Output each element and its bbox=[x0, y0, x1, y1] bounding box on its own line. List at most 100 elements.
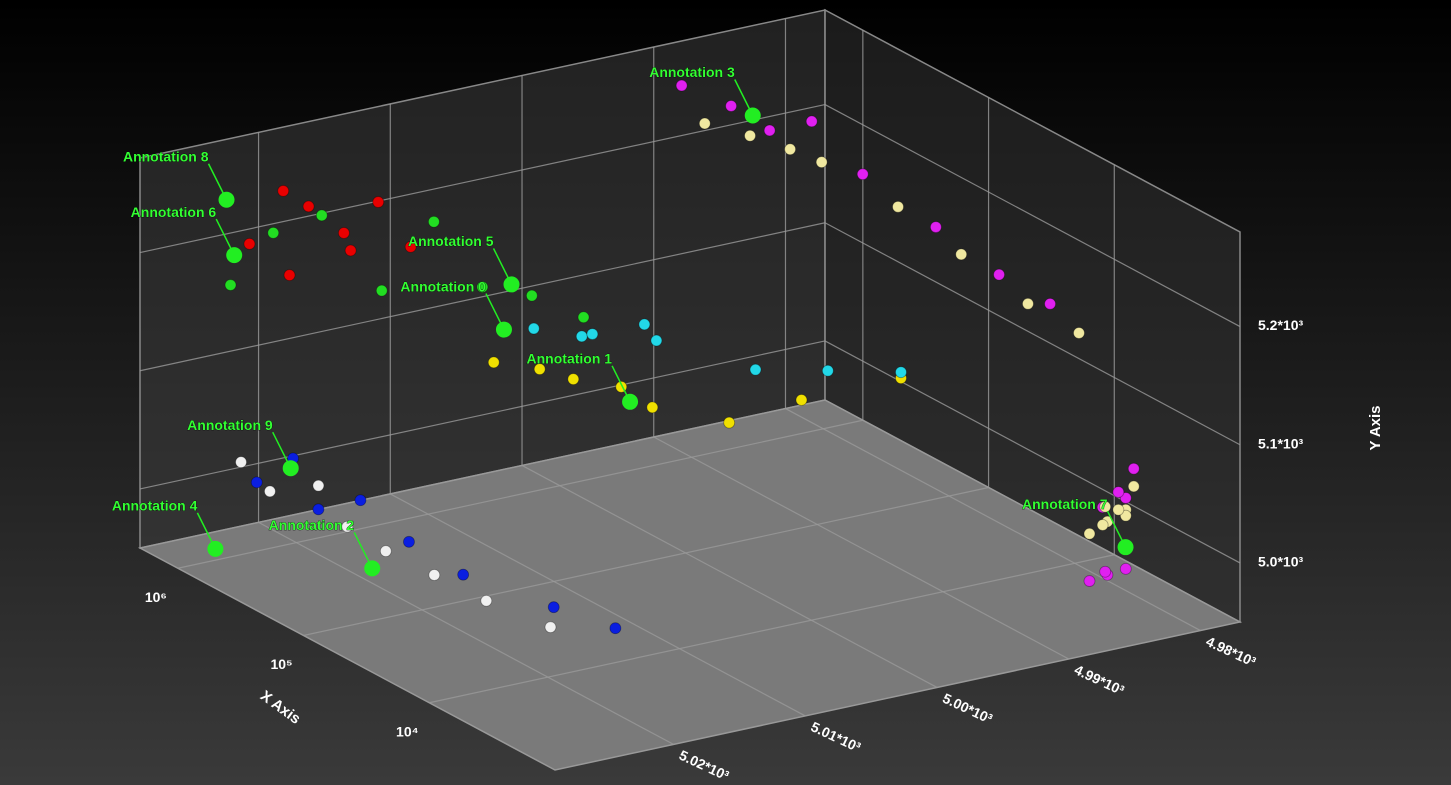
point bbox=[575, 330, 588, 343]
point bbox=[1099, 565, 1112, 578]
annotation-label: Annotation 7 bbox=[1022, 496, 1108, 512]
point bbox=[1112, 503, 1125, 516]
point bbox=[929, 221, 942, 233]
annotation-label: Annotation 3 bbox=[649, 64, 735, 80]
point bbox=[1083, 575, 1096, 587]
annotation-marker bbox=[207, 540, 224, 557]
point bbox=[235, 456, 247, 469]
point bbox=[457, 568, 470, 581]
point bbox=[267, 226, 280, 239]
point bbox=[264, 485, 276, 498]
point bbox=[586, 328, 599, 340]
point bbox=[344, 244, 357, 257]
grid-line bbox=[653, 436, 1070, 660]
point bbox=[698, 117, 711, 130]
point bbox=[1127, 462, 1140, 475]
point bbox=[1096, 519, 1109, 531]
point bbox=[404, 240, 417, 253]
annotation-label: Annotation 6 bbox=[131, 204, 217, 220]
annotation-marker bbox=[364, 560, 381, 577]
annotation-marker bbox=[1117, 539, 1134, 556]
point bbox=[250, 476, 263, 489]
grid-line bbox=[390, 493, 806, 717]
y-tick-label: 5.0*10³ bbox=[1258, 554, 1303, 570]
point bbox=[609, 622, 622, 635]
point bbox=[1119, 509, 1132, 522]
point bbox=[527, 322, 540, 335]
annotation-label: Annotation 2 bbox=[269, 517, 355, 533]
grid-line bbox=[429, 554, 1115, 704]
point bbox=[544, 621, 557, 634]
grid-line bbox=[258, 521, 674, 745]
point bbox=[243, 238, 256, 250]
annotation-marker bbox=[622, 393, 639, 410]
point bbox=[1073, 327, 1085, 339]
annotation-label: Annotation 5 bbox=[408, 233, 494, 249]
point bbox=[725, 100, 738, 112]
annotation-marker bbox=[218, 191, 235, 208]
grid-line bbox=[177, 419, 863, 569]
point bbox=[675, 79, 688, 92]
point bbox=[763, 124, 776, 137]
point bbox=[354, 494, 367, 507]
point bbox=[283, 269, 296, 282]
point bbox=[650, 334, 663, 347]
annotation-label: Annotation 0 bbox=[400, 278, 486, 294]
x-tick-label: 10⁴ bbox=[396, 723, 419, 739]
point bbox=[856, 168, 869, 181]
point bbox=[403, 535, 415, 548]
point bbox=[1022, 297, 1034, 310]
grid-line bbox=[824, 104, 1241, 328]
grid-line bbox=[824, 222, 1241, 446]
point bbox=[375, 284, 388, 297]
point bbox=[341, 520, 354, 533]
point bbox=[476, 281, 489, 293]
point bbox=[892, 200, 904, 213]
point bbox=[480, 594, 493, 607]
point bbox=[312, 503, 325, 516]
y-tick-label: 5.1*10³ bbox=[1258, 435, 1303, 451]
annotation-marker bbox=[226, 247, 243, 264]
point bbox=[638, 318, 651, 331]
point bbox=[815, 156, 828, 169]
point bbox=[312, 479, 325, 492]
grid-line bbox=[824, 340, 1241, 564]
point bbox=[795, 394, 808, 406]
point bbox=[1083, 527, 1096, 540]
point bbox=[577, 311, 590, 324]
point bbox=[427, 215, 440, 228]
point bbox=[533, 363, 546, 375]
annotation-marker bbox=[495, 321, 512, 338]
point bbox=[379, 545, 392, 558]
point bbox=[487, 356, 500, 369]
point bbox=[1112, 486, 1125, 498]
point bbox=[428, 569, 441, 581]
plot-area bbox=[224, 79, 1140, 635]
point bbox=[547, 601, 560, 614]
grid-line bbox=[139, 103, 826, 254]
grid bbox=[139, 18, 1241, 745]
point bbox=[315, 209, 328, 222]
point bbox=[224, 279, 237, 291]
point bbox=[1044, 297, 1056, 310]
point bbox=[302, 200, 315, 213]
point bbox=[955, 248, 968, 261]
grid-line bbox=[785, 408, 1201, 632]
point bbox=[1119, 562, 1132, 575]
annotation-marker bbox=[744, 107, 761, 124]
grid-line bbox=[139, 222, 826, 372]
point bbox=[993, 268, 1005, 281]
point bbox=[1119, 492, 1132, 504]
grid-line bbox=[521, 464, 938, 688]
point bbox=[567, 373, 580, 386]
x-tick-label: 10⁵ bbox=[270, 656, 292, 672]
point bbox=[646, 401, 659, 414]
point bbox=[1127, 480, 1140, 493]
grid-line bbox=[303, 486, 989, 637]
annotation-label: Annotation 1 bbox=[527, 351, 613, 367]
point bbox=[723, 416, 736, 429]
point bbox=[277, 185, 290, 197]
point bbox=[744, 129, 756, 142]
annotation-marker bbox=[282, 460, 299, 477]
